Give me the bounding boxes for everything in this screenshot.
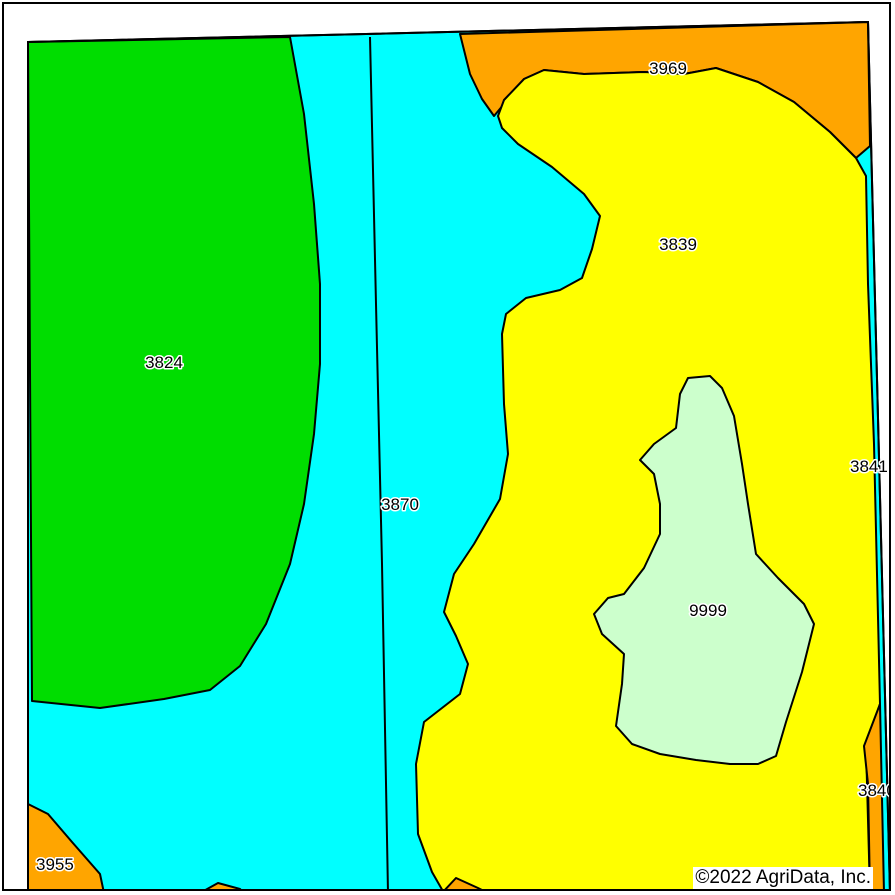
soil-label-3840: 3840 xyxy=(858,781,891,800)
soil-polygon-3969-bottom-sliver xyxy=(444,877,483,889)
copyright-notice: ©2022 AgriData, Inc. xyxy=(693,867,873,889)
soil-label-3839: 3839 xyxy=(659,235,697,254)
soil-polygon-3955-bottom-sliver xyxy=(205,882,242,889)
soil-polygon-3955[interactable] xyxy=(27,803,105,891)
soil-label-3870: 3870 xyxy=(381,495,419,514)
soil-label-3824: 3824 xyxy=(145,353,183,372)
soil-polygon-3824[interactable] xyxy=(27,36,321,709)
soil-label-3955: 3955 xyxy=(36,855,74,874)
soil-label-3841: 3841 xyxy=(850,457,888,476)
soil-polygon-3840[interactable] xyxy=(863,703,885,891)
soil-map: 3824 3870 3969 3839 9999 3841 3840 3955 xyxy=(4,4,891,891)
soil-label-3969: 3969 xyxy=(649,59,687,78)
parcel-boundary xyxy=(27,20,889,889)
soil-label-9999: 9999 xyxy=(689,601,727,620)
field-boundary-line xyxy=(369,36,389,889)
soil-polygon-9999[interactable] xyxy=(593,375,815,765)
